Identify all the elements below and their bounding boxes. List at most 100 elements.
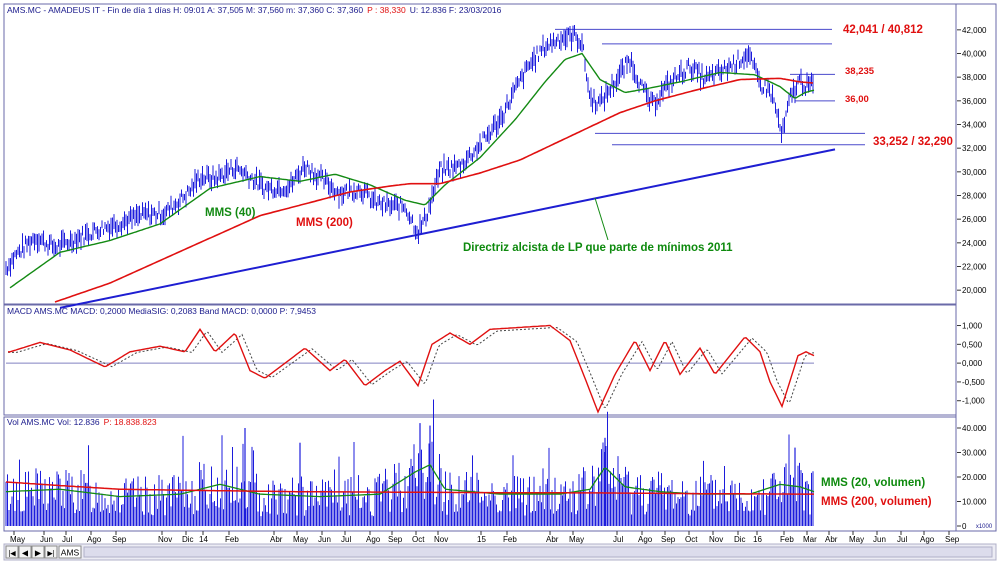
x-tick-label: Sep <box>661 535 676 544</box>
x-tick-label: Jul <box>613 535 623 544</box>
macd-signal-line <box>8 326 814 409</box>
horizontal-scrollbar[interactable] <box>83 546 993 558</box>
volume-unit-label: x1000 <box>976 524 993 530</box>
ticker-tab-label: AMS <box>61 548 80 558</box>
x-tick-label: Jul <box>897 535 907 544</box>
macd-panel <box>3 304 957 416</box>
volume-tick-label: 10.000 <box>962 498 987 507</box>
x-tick-label: Nov <box>434 535 448 544</box>
series-line-1 <box>54 77 814 303</box>
nav-first-icon: |◀ <box>8 551 16 558</box>
price-tick-label: 36,000 <box>962 97 987 106</box>
volume-header-p: P: 18.838.823 <box>104 417 157 427</box>
x-tick-label: Abr <box>825 535 838 544</box>
x-tick-label: Dic <box>182 535 194 544</box>
x-tick-label: Feb <box>503 535 517 544</box>
price-tick-label: 32,000 <box>962 144 987 153</box>
nav-next-button[interactable]: ▶ <box>31 545 45 559</box>
nav-prev-button[interactable]: ◀ <box>18 545 32 559</box>
price-tick-label: 22,000 <box>962 263 987 272</box>
nav-next-icon: ▶ <box>35 549 42 558</box>
macd-header: MACD AMS.MC MACD: 0,2000 MediaSIG: 0,208… <box>7 306 316 316</box>
series-line-2 <box>59 148 836 309</box>
price-tick-label: 34,000 <box>962 121 987 130</box>
price-tick-label: 40,000 <box>962 50 987 59</box>
price-header-tail: U: 12.836 F: 23/03/2016 <box>410 5 502 15</box>
x-tick-label: Jun <box>318 535 331 544</box>
mms40-label: MMS (40) <box>205 207 256 219</box>
price-header-p: P : 38,330 <box>367 5 406 15</box>
mms200-label: MMS (200) <box>296 217 353 229</box>
volume-tick-label: 30.000 <box>962 449 987 458</box>
support-label: 33,252 / 32,290 <box>873 136 953 148</box>
price-header: AMS.MC - AMADEUS IT - Fin de día 1 días … <box>7 5 502 15</box>
y-axes: 42,000 40,000 38,000 36,000 34,000 32,000 30,0… <box>957 26 987 531</box>
price-panel <box>3 3 957 305</box>
price-tick-label: 42,000 <box>962 26 987 35</box>
price-tick-label: 28,000 <box>962 192 987 201</box>
x-tick-label: Ago <box>366 535 381 544</box>
x-tick-label: Abr <box>270 535 283 544</box>
nav-last-icon: ▶| <box>47 551 54 558</box>
level-38-label: 38,235 <box>845 66 875 77</box>
trend-callout-line <box>594 197 609 241</box>
x-tick-label: Ago <box>87 535 102 544</box>
x-tick-label: Jul <box>341 535 351 544</box>
x-tick-label: Sep <box>112 535 127 544</box>
price-tick-label: 26,000 <box>962 215 987 224</box>
trend-label: Directriz alcista de LP que parte de mín… <box>463 242 733 254</box>
macd-tick-label: 0,500 <box>962 340 983 349</box>
volume-mms200-line <box>5 481 814 495</box>
x-tick-label: May <box>849 535 864 544</box>
x-tick-label: May <box>293 535 308 544</box>
x-tick-label: 15 <box>477 535 486 544</box>
x-tick-label: Oct <box>412 535 425 544</box>
nav-last-button[interactable]: ▶| <box>44 545 58 559</box>
x-tick-label: Feb <box>780 535 794 544</box>
x-tick-label: May <box>569 535 584 544</box>
x-tick-label: Dic <box>734 535 746 544</box>
x-tick-label: 16 <box>753 535 762 544</box>
x-tick-label: Oct <box>685 535 698 544</box>
macd-line <box>8 324 815 414</box>
x-tick-label: Feb <box>225 535 239 544</box>
x-tick-label: Jun <box>873 535 886 544</box>
volume-tick-label: 20.000 <box>962 473 987 482</box>
vol-mms200-label: MMS (200, volumen) <box>821 496 932 508</box>
volume-tick-label: 40.000 <box>962 424 987 433</box>
price-tick-label: 30,000 <box>962 168 987 177</box>
volume-tick-label: 0 <box>962 522 967 531</box>
price-axis-strip <box>955 3 997 532</box>
x-tick-label: Abr <box>546 535 559 544</box>
volume-header: Vol AMS.MC Vol: 12.836 P: 18.838.823 <box>7 417 157 427</box>
resistance-label: 42,041 / 40,812 <box>843 24 923 36</box>
x-tick-label: Jul <box>62 535 72 544</box>
x-tick-label: Ago <box>638 535 653 544</box>
price-tick-label: 24,000 <box>962 239 987 248</box>
ticker-tab[interactable]: AMS <box>58 545 82 559</box>
macd-tick-label: -1,000 <box>962 397 985 406</box>
price-tick-label: 20,000 <box>962 286 987 295</box>
macd-series <box>6 324 815 414</box>
vol-mms20-label: MMS (20, volumen) <box>821 477 925 489</box>
macd-tick-label: 1,000 <box>962 322 983 331</box>
x-tick-label: Jun <box>40 535 53 544</box>
macd-tick-label: 0,000 <box>962 359 983 368</box>
x-axis: May Jun Jul Ago Sep Nov Dic 14 Feb Abr May Jun Jul Ag… <box>10 531 960 544</box>
level-36-label: 36,00 <box>845 94 869 105</box>
x-tick-label: Sep <box>945 535 960 544</box>
nav-prev-icon: ◀ <box>22 549 29 558</box>
horizontal-levels <box>555 28 865 146</box>
series-line-0 <box>9 52 815 289</box>
volume-series <box>5 399 815 526</box>
price-series <box>5 24 814 277</box>
x-tick-label: May <box>10 535 25 544</box>
moving-averages <box>9 52 836 309</box>
nav-first-button[interactable]: |◀ <box>5 545 19 559</box>
nav-bar: |◀ ◀ ▶ ▶| AMS <box>3 543 997 561</box>
x-tick-label: Sep <box>388 535 403 544</box>
x-tick-label: 14 <box>199 535 208 544</box>
price-tick-label: 38,000 <box>962 73 987 82</box>
